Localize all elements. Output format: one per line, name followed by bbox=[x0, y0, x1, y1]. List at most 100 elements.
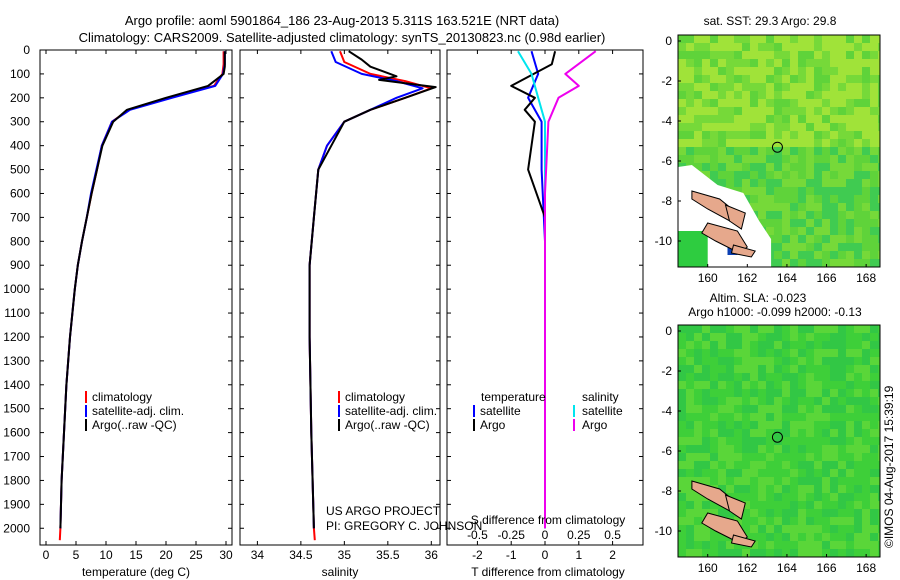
map-cell bbox=[702, 357, 710, 365]
map-cell bbox=[830, 389, 838, 397]
s-diff-tick-label: -0.5 bbox=[467, 528, 488, 542]
map-cell bbox=[766, 357, 774, 365]
map-cell bbox=[782, 501, 790, 509]
map-cell bbox=[710, 533, 718, 541]
map-cell bbox=[854, 235, 862, 243]
temperature-plot-frame bbox=[39, 49, 233, 546]
depth-tick-label: 1000 bbox=[3, 282, 30, 296]
map-cell bbox=[806, 59, 814, 67]
map-cell bbox=[766, 493, 774, 501]
map-cell bbox=[806, 533, 814, 541]
map-cell bbox=[782, 251, 790, 259]
map-cell bbox=[742, 509, 750, 517]
map-cell bbox=[742, 389, 750, 397]
map-cell bbox=[766, 219, 774, 227]
map-cell bbox=[790, 341, 798, 349]
map-cell bbox=[806, 131, 814, 139]
map-cell bbox=[766, 67, 774, 75]
map-cell bbox=[814, 421, 822, 429]
map-cell bbox=[710, 341, 718, 349]
map-cell bbox=[718, 325, 726, 333]
map-cell bbox=[878, 533, 880, 541]
map-cell bbox=[870, 461, 878, 469]
map-cell bbox=[862, 251, 870, 259]
map-cell bbox=[830, 429, 838, 437]
map-cell bbox=[798, 59, 806, 67]
map-cell bbox=[710, 453, 718, 461]
map-cell bbox=[870, 517, 878, 525]
s-diff-tick-label: 0.5 bbox=[604, 528, 621, 542]
map-cell bbox=[798, 43, 806, 51]
map-cell bbox=[822, 445, 830, 453]
map-cell bbox=[790, 501, 798, 509]
map-cell bbox=[830, 115, 838, 123]
map-cell bbox=[862, 51, 870, 59]
map-cell bbox=[830, 259, 838, 267]
map-cell bbox=[862, 171, 870, 179]
map-cell bbox=[798, 333, 806, 341]
map-cell bbox=[838, 341, 846, 349]
map-cell bbox=[686, 517, 694, 525]
map-cell bbox=[734, 349, 742, 357]
map-cell bbox=[846, 469, 854, 477]
map-cell bbox=[686, 405, 694, 413]
map-cell bbox=[814, 493, 822, 501]
map-cell bbox=[822, 413, 830, 421]
map-cell bbox=[846, 357, 854, 365]
map-cell bbox=[782, 485, 790, 493]
map-cell bbox=[862, 397, 870, 405]
map-cell bbox=[854, 437, 862, 445]
map-cell bbox=[758, 397, 766, 405]
map-cell bbox=[806, 365, 814, 373]
map-cell bbox=[822, 75, 830, 83]
map-cell bbox=[702, 461, 710, 469]
map-cell bbox=[726, 107, 734, 115]
map-cell bbox=[798, 445, 806, 453]
map-cell bbox=[838, 405, 846, 413]
map-cell bbox=[878, 203, 880, 211]
map-cell bbox=[862, 59, 870, 67]
map-cell bbox=[686, 525, 694, 533]
map-cell bbox=[782, 373, 790, 381]
map-cell bbox=[846, 243, 854, 251]
map-cell bbox=[878, 211, 880, 219]
map-cell bbox=[702, 389, 710, 397]
map-cell bbox=[806, 203, 814, 211]
map-cell bbox=[726, 91, 734, 99]
map-cell bbox=[686, 501, 694, 509]
map-cell bbox=[806, 453, 814, 461]
map-cell bbox=[870, 147, 878, 155]
map-cell bbox=[822, 147, 830, 155]
map-cell bbox=[774, 187, 782, 195]
map-cell bbox=[782, 227, 790, 235]
map-cell bbox=[686, 421, 694, 429]
map-cell bbox=[854, 477, 862, 485]
map-cell bbox=[718, 35, 726, 43]
map-cell bbox=[774, 341, 782, 349]
map-cell bbox=[878, 227, 880, 235]
map-cell bbox=[870, 91, 878, 99]
map-cell bbox=[686, 461, 694, 469]
map-cell bbox=[702, 341, 710, 349]
map-cell bbox=[862, 469, 870, 477]
map-cell bbox=[822, 341, 830, 349]
map-cell bbox=[798, 171, 806, 179]
map-cell bbox=[694, 445, 702, 453]
map-cell bbox=[774, 461, 782, 469]
map-cell bbox=[694, 131, 702, 139]
map-cell bbox=[878, 123, 880, 131]
map-cell bbox=[870, 477, 878, 485]
salinity-xlabel: salinity bbox=[322, 565, 359, 579]
map-cell bbox=[758, 115, 766, 123]
map-cell bbox=[854, 115, 862, 123]
map-cell bbox=[814, 501, 822, 509]
map-cell bbox=[718, 99, 726, 107]
map-cell bbox=[694, 341, 702, 349]
map-cell bbox=[750, 115, 758, 123]
map-cell bbox=[694, 541, 702, 549]
depth-tick-label: 800 bbox=[10, 234, 30, 248]
map-cell bbox=[750, 525, 758, 533]
map-cell bbox=[846, 333, 854, 341]
map-cell bbox=[806, 325, 814, 333]
